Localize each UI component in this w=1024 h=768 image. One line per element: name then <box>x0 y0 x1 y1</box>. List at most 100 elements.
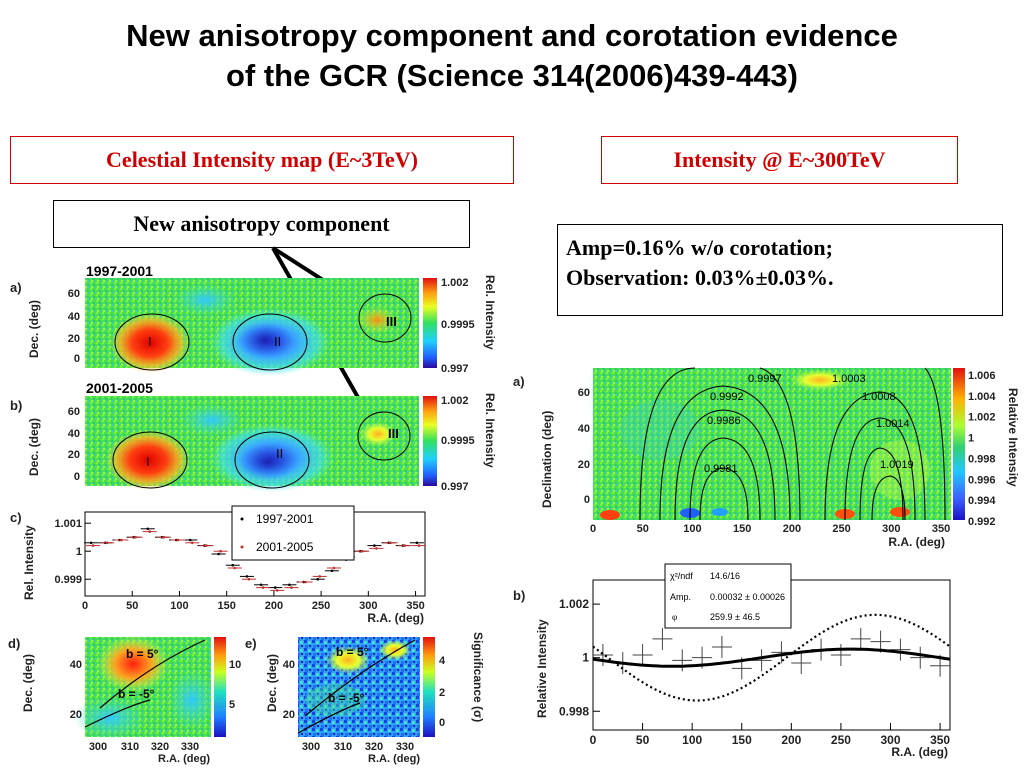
contour-label: 0.9981 <box>704 463 738 475</box>
profile-point <box>190 541 194 545</box>
legend-label-2001-2005: 2001-2005 <box>256 540 314 554</box>
map-e-xtick: 310 <box>334 741 352 753</box>
fit-xtick-label: 250 <box>831 733 851 747</box>
colorbar-300tev-tick: 0.998 <box>968 453 996 465</box>
map-d-cool-right <box>168 670 216 730</box>
map-e-hotspot <box>326 646 370 674</box>
fit-xtick-label: 300 <box>880 733 900 747</box>
profile-point <box>288 583 291 587</box>
profile-point <box>375 547 378 550</box>
profile-point <box>318 575 322 578</box>
colorbar-300tev <box>953 368 965 520</box>
contour-label: 0.9992 <box>710 391 744 403</box>
map-d-bm5-label: b = -5° <box>118 687 155 701</box>
panel-label-a: a) <box>10 280 22 295</box>
region-i-circle <box>114 313 190 371</box>
region-iii-label: III <box>386 314 397 329</box>
profile-xtick-label: 50 <box>126 600 138 612</box>
no-corotation-curve <box>592 613 951 702</box>
map-300tev-yellow-1 <box>790 370 850 390</box>
map-d-xtick: 300 <box>89 741 107 753</box>
map-a-excess <box>110 313 190 373</box>
map-300tev-xtick: 250 <box>832 523 850 535</box>
map-300tev-xlabel: R.A. (deg) <box>888 535 945 549</box>
map-300tev-ytick: 40 <box>578 423 590 435</box>
fit-curve <box>592 647 951 668</box>
contour-line <box>871 475 906 521</box>
colorbar-a-label: Rel. Intensity <box>483 275 497 350</box>
map-300tev-red-1 <box>600 510 620 520</box>
colorbar-b-label: Rel. Intensity <box>483 393 497 468</box>
colorbar-e-label: Significance (σ) <box>471 632 485 722</box>
contour-line <box>759 367 801 521</box>
map-300tev-yticks: 0 20 40 60 <box>578 387 590 506</box>
panel-label-b: b) <box>10 398 22 413</box>
map-d-xtick: 330 <box>181 741 199 753</box>
map-e-b5-line <box>304 639 416 717</box>
contour-line <box>844 417 916 521</box>
profile-xtick-label: 100 <box>170 600 188 612</box>
relative-intensity-fit: b) χ²/ndf 14.6/16 Amp. 0.00032 ± 0.00026… <box>513 563 951 759</box>
colorbar-b-tick: 0.997 <box>441 481 469 493</box>
map-e-bm5-line <box>297 702 361 734</box>
title-line-1: New anisotropy component and corotation … <box>126 18 898 53</box>
profile-point <box>330 569 334 573</box>
new-component-label: New anisotropy component <box>53 200 470 248</box>
map-b-ytick: 60 <box>68 406 80 418</box>
map-a-ytick: 20 <box>68 333 80 345</box>
contour-line <box>859 447 904 521</box>
colorbar-300tev-tick: 1 <box>968 433 974 445</box>
map-e-bm5-label: b = -5° <box>328 691 365 705</box>
map-d-ytick: 20 <box>70 709 82 721</box>
map-e-xtick: 320 <box>365 741 383 753</box>
colorbar-b-tick: 1.002 <box>441 395 469 407</box>
map-d-xlabel: R.A. (deg) <box>158 753 210 765</box>
map-a-title: 1997-2001 <box>86 263 153 279</box>
contour-line <box>699 467 749 521</box>
colorbar-d-tick: 10 <box>229 659 241 671</box>
profile-xtick-label: 200 <box>265 600 283 612</box>
profile-point <box>332 566 336 570</box>
contour-line <box>659 385 791 521</box>
region-iii-circle <box>357 411 411 461</box>
contour-labels: 0.9997 1.0003 0.9992 1.0008 0.9986 1.001… <box>704 373 914 475</box>
map-d-hotspot <box>97 636 169 692</box>
map-300tev-blue-2 <box>712 508 728 516</box>
map-b-excess <box>106 430 190 490</box>
profile-point <box>275 589 279 592</box>
contour-line <box>639 367 696 521</box>
colorbar-a-tick: 1.002 <box>441 277 469 289</box>
map-300tev-xtick: 350 <box>932 523 950 535</box>
significance-map-e: e) b = 5° b = -5° 4 2 0 Significance (σ)… <box>245 632 485 765</box>
colorbar-e-tick: 2 <box>439 687 445 699</box>
contour-label: 1.0003 <box>832 373 866 385</box>
map-a-yticks: 0 20 40 60 <box>68 288 80 365</box>
profile-point <box>304 580 307 584</box>
fit-ytick-label: 0.998 <box>559 704 589 718</box>
map-300tev-ylabel: Declination (deg) <box>540 411 554 508</box>
map-e-ylabel: Dec. (deg) <box>265 654 279 712</box>
fit-amp-value: 0.00032 ± 0.00026 <box>710 592 785 602</box>
colorbar-b-tick: 0.9995 <box>441 435 475 447</box>
map-d-b5-line <box>99 639 206 709</box>
legend-label-1997-2001: 1997-2001 <box>256 512 314 526</box>
colorbar-300tev-ticks: 1.006 1.004 1.002 1 0.998 0.996 0.994 0.992 <box>968 370 996 528</box>
amplitude-note-line-2: Observation: 0.03%±0.03%. <box>566 265 834 290</box>
profile-point <box>120 538 123 542</box>
right-section-label: Intensity @ E~300TeV <box>601 136 958 184</box>
colorbar-e-tick: 0 <box>439 717 445 729</box>
map-300tev-xticks: 0 50 100 150 200 250 300 350 <box>590 523 950 535</box>
map-a-deficit-core <box>237 322 293 358</box>
contour-line <box>824 391 926 521</box>
colorbar-a <box>423 278 437 368</box>
profile-xtick-label: 0 <box>82 600 88 612</box>
map-e-xlabel: R.A. (deg) <box>368 753 420 765</box>
map-e-hotspot-2 <box>379 640 411 660</box>
region-ii-label: II <box>276 446 283 461</box>
region-i-label: I <box>148 334 152 349</box>
map-300tev-ytick: 20 <box>578 459 590 471</box>
profile-point <box>162 535 166 539</box>
intensity-map-300tev: a) 0.9997 1.0003 0.9992 1.0008 0. <box>513 367 1020 549</box>
map-b-deficit-core <box>238 444 298 480</box>
fit-xtick-label: 50 <box>636 733 650 747</box>
